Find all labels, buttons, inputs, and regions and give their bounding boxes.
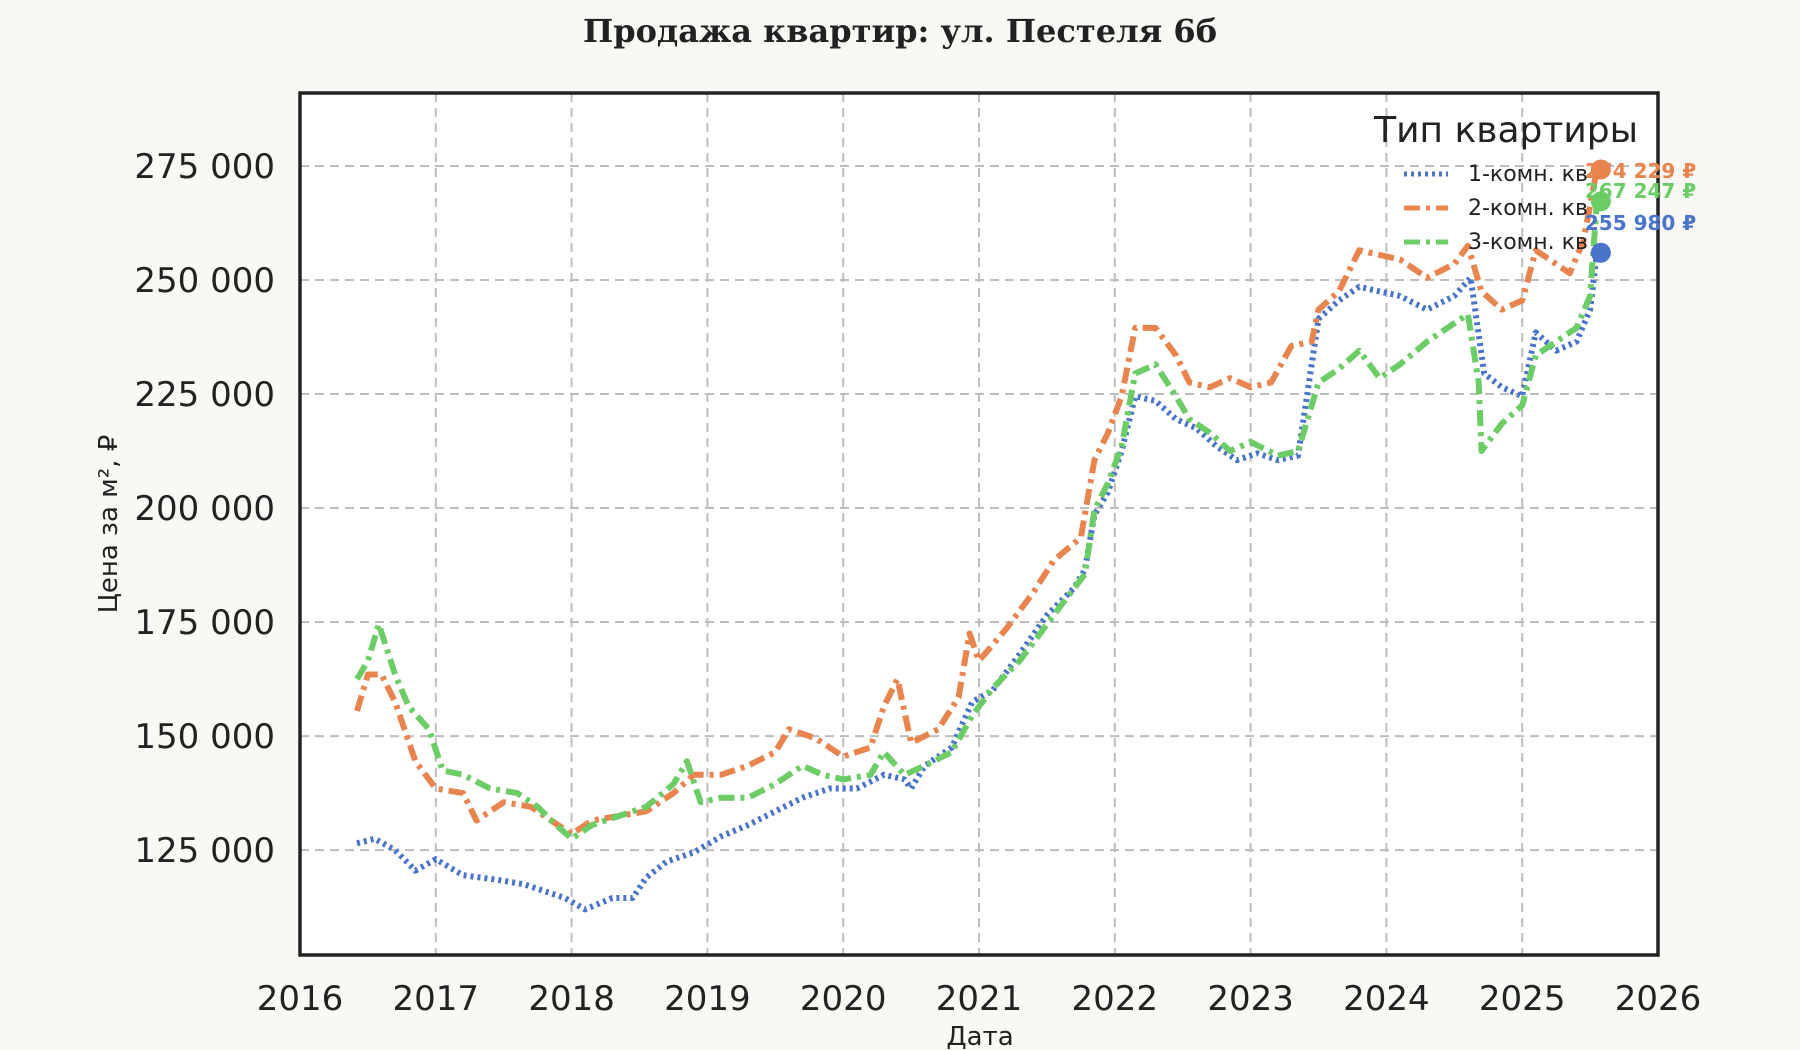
y-tick-label: 250 000: [134, 261, 275, 301]
series-line-1: [356, 252, 1600, 913]
y-tick-label: 175 000: [134, 603, 275, 643]
y-tick-label: 125 000: [134, 831, 275, 871]
plot-area: [300, 93, 1658, 955]
x-tick-label: 2019: [664, 979, 751, 1019]
legend-label-1: 1-комн. кв: [1468, 162, 1588, 187]
x-tick-label: 2023: [1207, 979, 1294, 1019]
series-end-marker-1: [1590, 242, 1611, 263]
ticks: 2016 2017 2018 2019 2020 2021 2022 2023 2024 2025…: [134, 147, 1701, 1019]
series-end-marker-2: [1590, 159, 1611, 180]
x-tick-label: 2022: [1072, 979, 1159, 1019]
x-tick-label: 2020: [800, 979, 887, 1019]
y-tick-label: 225 000: [134, 375, 275, 415]
series-layer: [354, 168, 1600, 913]
x-tick-label: 2026: [1615, 979, 1702, 1019]
x-tick-label: 2018: [528, 979, 615, 1019]
y-tick-label: 200 000: [134, 489, 275, 529]
chart-title: Продажа квартир: ул. Пестеля 6б: [583, 12, 1217, 50]
legend-title: Тип квартиры: [1373, 110, 1638, 151]
y-axis-label: Цена за м², ₽: [94, 435, 124, 614]
x-tick-label: 2017: [393, 979, 480, 1019]
legend: Тип квартиры 1-комн. кв 2-комн. кв 3-комн.…: [1373, 110, 1638, 255]
grid: [299, 93, 1659, 955]
end-markers: 255 980 ₽ 274 229 ₽267 247 ₽: [1585, 159, 1696, 263]
y-tick-label: 150 000: [134, 717, 275, 757]
y-tick-label: 275 000: [134, 147, 275, 187]
plot-frame: [298, 91, 1660, 957]
series-end-marker-3: [1590, 191, 1611, 212]
legend-label-3: 3-комн. кв: [1468, 230, 1588, 255]
x-tick-label: 2016: [257, 979, 344, 1019]
series-line-3: [354, 201, 1600, 842]
series-end-label-3: 267 247 ₽: [1585, 179, 1696, 203]
x-tick-label: 2025: [1479, 979, 1566, 1019]
x-axis-label: Дата: [946, 1022, 1013, 1050]
x-tick-label: 2024: [1343, 979, 1430, 1019]
series-end-label-2: 274 229 ₽: [1585, 159, 1696, 183]
legend-label-2: 2-комн. кв: [1468, 196, 1588, 221]
series-end-label-1: 255 980 ₽: [1585, 211, 1696, 235]
x-tick-label: 2021: [936, 979, 1023, 1019]
